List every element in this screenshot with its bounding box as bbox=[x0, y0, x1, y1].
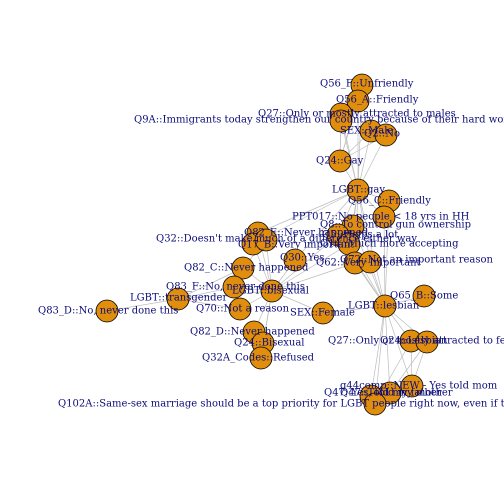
node-label: Q83_F::No, never done this bbox=[166, 282, 305, 293]
node-q24gay bbox=[328, 149, 352, 173]
node-circle bbox=[166, 287, 190, 311]
node-q9a bbox=[329, 109, 353, 133]
node-circle bbox=[400, 374, 424, 398]
node-label: Q32A_Codes::Refused bbox=[202, 353, 315, 364]
node-circle bbox=[95, 299, 119, 323]
node-q44 bbox=[400, 374, 424, 398]
node-label: Q56_A::Friendly bbox=[336, 95, 419, 106]
node-q102a bbox=[363, 392, 387, 416]
node-label: Q47::Yes, told my mother bbox=[324, 388, 453, 399]
node-label: Q62::Very Important bbox=[316, 258, 421, 269]
node-label: Q27::Only or mostly attracted to males bbox=[258, 109, 456, 120]
node-label: Q82_D::Never happened bbox=[190, 327, 315, 338]
node-qno bbox=[374, 123, 398, 147]
node-label: Q24::Gay bbox=[316, 156, 364, 167]
node-lgbtl bbox=[373, 294, 397, 318]
node-q70 bbox=[228, 297, 252, 321]
node-reason bbox=[358, 250, 382, 274]
node-label: Q72::Not an important reason bbox=[340, 255, 494, 266]
node-label: Q24::Lesbian bbox=[380, 336, 448, 347]
edge-lgbtbi-accept bbox=[271, 243, 350, 292]
node-label: Q82_E::Never happened bbox=[244, 228, 369, 239]
edge-lgbtl-ppt017 bbox=[383, 216, 386, 307]
node-label: Q56_F::Unfriendly bbox=[320, 79, 414, 90]
edge-lgbtgay-q30 bbox=[294, 189, 359, 261]
node-label: Q32::Doesn't make much of a difference e… bbox=[156, 234, 417, 245]
node-circle bbox=[346, 178, 370, 202]
node-label: LGBT::transgender bbox=[130, 293, 227, 304]
edge-lgbttr-q82c bbox=[177, 267, 244, 300]
node-label: Q5::Helps a lot bbox=[322, 230, 398, 241]
node-label: LGBT::lesbian bbox=[348, 301, 420, 312]
edge-lgbtgay-lgbtl bbox=[357, 189, 386, 307]
node-circle bbox=[254, 228, 278, 252]
edge-lgbtl-q72 bbox=[370, 305, 386, 397]
node-lgbttr bbox=[166, 287, 190, 311]
node-circle bbox=[363, 392, 387, 416]
node-circle bbox=[374, 123, 398, 147]
node-label: Q83_D::No, never done this bbox=[38, 306, 178, 317]
node-label: Q17_B::Very important bbox=[238, 240, 354, 251]
node-circle bbox=[328, 149, 352, 173]
node-label: LGBT::gay bbox=[332, 185, 385, 196]
node-q65b bbox=[412, 284, 436, 308]
edge-lgbtgay-q82e bbox=[257, 189, 359, 234]
node-label: LGBT::bisexual bbox=[232, 286, 309, 297]
node-circle bbox=[372, 205, 396, 229]
node-circle bbox=[412, 284, 436, 308]
node-circle bbox=[358, 250, 382, 274]
node-q82c bbox=[231, 256, 255, 280]
node-lgbtgay bbox=[346, 178, 370, 202]
node-q83d bbox=[95, 299, 119, 323]
node-label: PPT017::No people < 18 yrs in HH bbox=[292, 212, 470, 223]
node-label: Q24::Bisexual bbox=[234, 338, 305, 349]
edge-lgbtbi-lgbttr bbox=[177, 290, 273, 300]
node-circle bbox=[329, 109, 353, 133]
node-circle bbox=[373, 294, 397, 318]
node-sexf bbox=[311, 301, 335, 325]
node-label: Q27::Only or mostly attracted to females bbox=[328, 336, 504, 347]
node-lgbtbi bbox=[260, 279, 284, 303]
node-label: Q2::No bbox=[364, 129, 400, 140]
node-label: Q70::Not a reason bbox=[196, 304, 290, 315]
node-q32 bbox=[254, 228, 278, 252]
node-ppt017 bbox=[372, 205, 396, 229]
node-label: SEX::Male bbox=[340, 126, 393, 137]
node-label: Q65_B::Some bbox=[390, 291, 458, 302]
node-q24les bbox=[415, 330, 439, 354]
node-label: Q102A::Same-sex marriage should be a top… bbox=[58, 399, 504, 410]
edge-lgbtl-q44 bbox=[384, 305, 413, 387]
node-label: Q8::To control gun ownership bbox=[320, 220, 471, 231]
nodes: Q56_F::UnfriendlyQ56_A::FriendlyQ27::Onl… bbox=[38, 73, 504, 416]
node-circle bbox=[260, 279, 284, 303]
node-q56a bbox=[346, 89, 370, 113]
edge-lgbtbi-q62 bbox=[271, 262, 356, 292]
node-circle bbox=[283, 248, 307, 272]
node-label: Q56_C::Friendly bbox=[348, 196, 431, 207]
node-circle bbox=[222, 275, 246, 299]
node-label: Q9A::Immigrants today strengthen our cou… bbox=[134, 115, 504, 126]
node-label: Q47::Told my father bbox=[340, 388, 442, 399]
node-label: Q14::Much more accepting bbox=[320, 239, 459, 250]
node-circle bbox=[231, 256, 255, 280]
node-q32a bbox=[249, 346, 273, 370]
node-circle bbox=[346, 89, 370, 113]
node-circle bbox=[415, 330, 439, 354]
edge-lgbttr-q83d bbox=[106, 298, 179, 312]
node-label: Q82_C::Never happened bbox=[184, 263, 309, 274]
edge-lgbtl-q47 bbox=[384, 305, 391, 394]
node-circle bbox=[249, 346, 273, 370]
node-label: SEX::Female bbox=[290, 308, 355, 319]
node-label: Q30::Yes bbox=[280, 253, 324, 264]
node-circle bbox=[228, 297, 252, 321]
node-q83f bbox=[222, 275, 246, 299]
node-q30 bbox=[283, 248, 307, 272]
node-label: q44comp::NEW - Yes told mom bbox=[340, 381, 498, 392]
node-circle bbox=[311, 301, 335, 325]
